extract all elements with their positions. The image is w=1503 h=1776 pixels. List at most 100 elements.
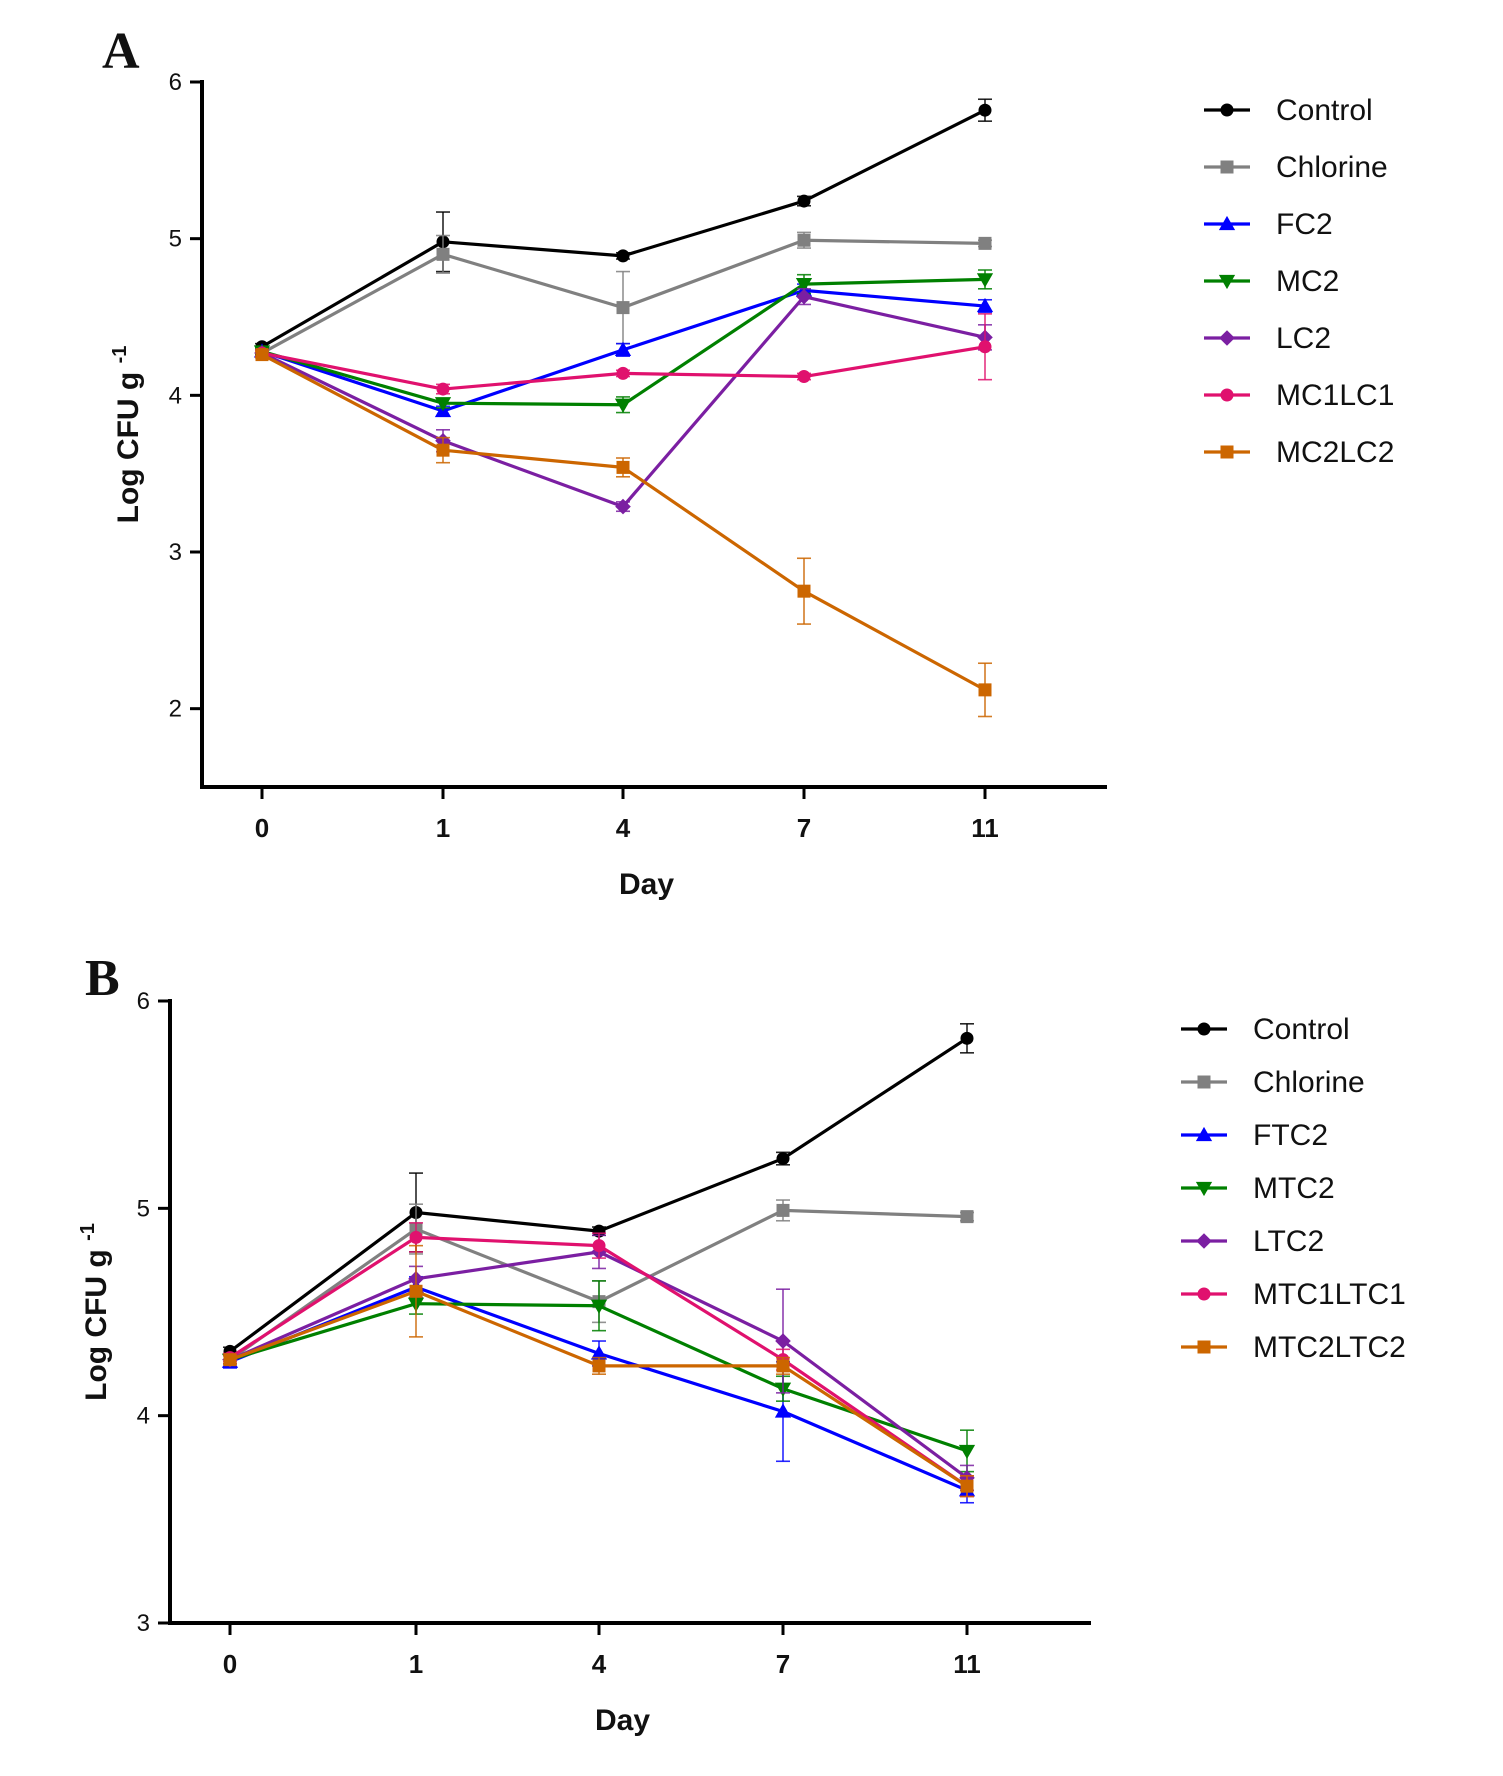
- series-mtc2ltc2: [223, 1244, 974, 1498]
- legend-label: Control: [1253, 1013, 1350, 1046]
- data-point: [436, 247, 450, 261]
- data-point: [223, 1353, 237, 1367]
- legend-item: LTC2: [1181, 1225, 1324, 1258]
- chart-panel-a: A 2 3 4 5 6 0 1 4 7 11 Day Log CFU g -1 Control Chlori…: [102, 23, 1394, 901]
- data-point: [960, 1210, 974, 1224]
- data-point: [614, 398, 632, 413]
- data-point: [590, 1299, 608, 1314]
- data-point: [978, 340, 992, 354]
- series-mtc2: [221, 1280, 976, 1473]
- data-point: [776, 1203, 790, 1217]
- data-point: [797, 233, 811, 247]
- x-tick-label: 4: [592, 1649, 607, 1679]
- data-point: [592, 1239, 606, 1253]
- legend-label: Chlorine: [1276, 151, 1388, 184]
- legend-item: MTC2: [1181, 1172, 1335, 1205]
- legend-item: LC2: [1204, 322, 1331, 355]
- legend-marker: [1197, 1340, 1211, 1354]
- data-point: [616, 460, 630, 474]
- legend-marker: [1219, 330, 1235, 346]
- legend-marker: [1220, 445, 1234, 459]
- legend-marker: [1218, 274, 1236, 290]
- data-point: [796, 288, 812, 305]
- x-axis-title: Day: [619, 868, 674, 901]
- legend-marker: [1197, 1287, 1211, 1301]
- data-point: [978, 236, 992, 250]
- data-point: [614, 341, 632, 356]
- data-point: [592, 1359, 606, 1373]
- legend-label: MC2: [1276, 265, 1339, 298]
- y-tick-label: 3: [137, 1610, 150, 1637]
- y-axis-title: Log CFU g -1: [77, 1223, 113, 1401]
- legend-marker: [1196, 1233, 1212, 1249]
- data-point: [409, 1284, 423, 1298]
- legend-marker: [1218, 215, 1236, 231]
- y-axis-title-superscript: -1: [77, 1223, 99, 1241]
- legend-label: FC2: [1276, 208, 1333, 241]
- legend-marker: [1220, 388, 1234, 402]
- data-point: [409, 1230, 423, 1244]
- y-tick-label: 6: [169, 69, 182, 96]
- data-point: [255, 348, 269, 362]
- data-point: [434, 397, 452, 412]
- legend-label: LTC2: [1253, 1225, 1324, 1258]
- y-tick-label: 5: [169, 226, 182, 253]
- legend-item: FTC2: [1181, 1119, 1328, 1152]
- y-axis-title-superscript: -1: [109, 346, 131, 364]
- x-tick-label: 7: [797, 813, 811, 843]
- legend-label: MTC2LTC2: [1253, 1331, 1406, 1364]
- series-control: [223, 1023, 974, 1358]
- x-tick-label: 0: [255, 813, 269, 843]
- legend-item: Control: [1181, 1013, 1350, 1046]
- y-axis-title-text: Log CFU g: [112, 363, 145, 523]
- legend-item: FC2: [1204, 208, 1333, 241]
- panel-label: A: [102, 23, 140, 80]
- legend-item: MTC2LTC2: [1181, 1331, 1406, 1364]
- data-point: [436, 382, 450, 396]
- x-tick-label: 0: [223, 1649, 237, 1679]
- x-tick-label: 1: [436, 813, 450, 843]
- legend-item: MC1LC1: [1204, 379, 1394, 412]
- y-axis-title: Log CFU g -1: [109, 346, 145, 524]
- legend-item: Chlorine: [1181, 1066, 1365, 1099]
- x-tick-label: 11: [971, 813, 999, 843]
- data-point: [616, 301, 630, 315]
- data-point: [590, 1345, 608, 1360]
- legend-label: Control: [1276, 94, 1373, 127]
- y-tick-label: 4: [137, 1403, 150, 1430]
- data-point: [616, 249, 630, 263]
- x-axis-title: Day: [595, 1704, 650, 1737]
- data-point: [592, 1224, 606, 1238]
- data-point: [776, 1152, 790, 1166]
- legend-item: Chlorine: [1204, 151, 1388, 184]
- data-point: [978, 103, 992, 117]
- data-point: [958, 1444, 976, 1460]
- x-tick-label: 1: [409, 1649, 423, 1679]
- data-point: [797, 194, 811, 208]
- legend-marker: [1197, 1075, 1211, 1089]
- y-tick-label: 4: [169, 382, 182, 409]
- legend-item: Control: [1204, 94, 1373, 127]
- legend-item: MTC1LTC1: [1181, 1278, 1406, 1311]
- data-point: [976, 297, 994, 313]
- legend-item: MC2LC2: [1204, 436, 1394, 469]
- legend-label: LC2: [1276, 322, 1331, 355]
- data-point: [616, 366, 630, 380]
- data-point: [978, 683, 992, 697]
- x-tick-label: 7: [776, 1649, 790, 1679]
- legend-item: MC2: [1204, 265, 1339, 298]
- data-point: [775, 1333, 791, 1349]
- data-point: [797, 584, 811, 598]
- data-point: [797, 370, 811, 384]
- legend-label: FTC2: [1253, 1119, 1328, 1152]
- y-tick-label: 3: [169, 539, 182, 566]
- series-mc2lc2: [255, 348, 992, 718]
- y-tick-label: 5: [137, 1195, 150, 1222]
- legend-marker: [1197, 1022, 1211, 1036]
- legend-marker: [1195, 1181, 1213, 1197]
- data-point: [774, 1403, 792, 1418]
- legend-marker: [1195, 1126, 1213, 1142]
- data-point: [960, 1031, 974, 1045]
- legend-label: Chlorine: [1253, 1066, 1365, 1099]
